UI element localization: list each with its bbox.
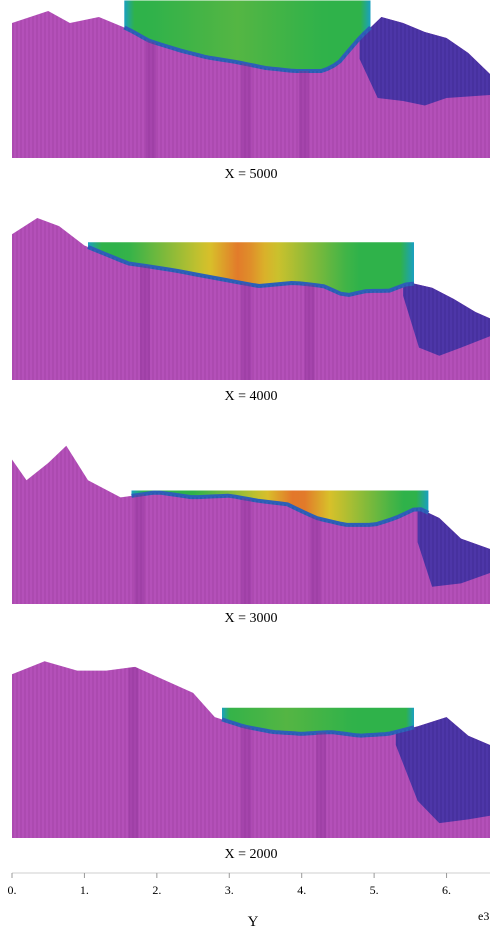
terrain-shade	[140, 218, 150, 380]
terrain-shade	[134, 445, 145, 604]
panel-3: X = 3000	[12, 445, 490, 626]
x-tick-label: 3.	[225, 883, 234, 897]
panel-caption: X = 4000	[224, 389, 277, 404]
lake-body	[131, 490, 429, 525]
terrain-shade	[310, 445, 321, 604]
terrain-shade	[241, 11, 252, 158]
x-tick-label: 0.	[8, 883, 17, 897]
terrain-shade	[316, 661, 327, 838]
x-tick-label: 5.	[370, 883, 379, 897]
x-tick-label: 6.	[442, 883, 451, 897]
lake-body	[88, 242, 414, 295]
panel-caption: X = 3000	[224, 611, 277, 626]
terrain-shade	[241, 661, 252, 838]
x-tick-label: 2.	[152, 883, 161, 897]
terrain-shade	[145, 11, 156, 158]
panel-caption: X = 2000	[224, 847, 277, 862]
lake-body	[222, 707, 414, 736]
panel-4: X = 2000	[12, 661, 490, 862]
panel-2: X = 4000	[12, 218, 490, 404]
x-axis: 0. 1. 2. 3. 4. 5. 6. Y e3	[8, 872, 490, 930]
panel-caption: X = 5000	[224, 167, 277, 182]
terrain-shade	[304, 218, 315, 380]
terrain-shade	[241, 218, 252, 380]
x-tick-label: 4.	[297, 883, 306, 897]
panels: X = 5000 X = 4000 X = 3000 X = 2000	[12, 0, 490, 862]
lake-body	[124, 0, 371, 71]
terrain-shade	[241, 445, 252, 604]
x-tick-label: 1.	[80, 883, 89, 897]
x-axis-ticks: 0. 1. 2. 3. 4. 5. 6.	[8, 873, 451, 897]
x-axis-label: Y	[248, 914, 259, 930]
panel-1: X = 5000	[12, 0, 490, 182]
terrain-shade	[128, 661, 139, 838]
terrain-shade	[298, 11, 309, 158]
x-axis-exponent: e3	[478, 909, 489, 923]
